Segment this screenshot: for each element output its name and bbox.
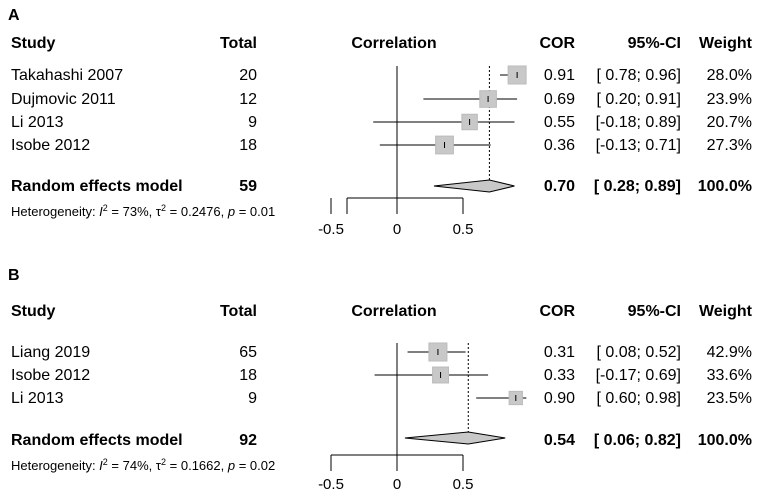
study-ci: [ 0.78; 0.96] xyxy=(596,67,681,84)
pooled-cor: 0.70 xyxy=(544,178,575,195)
x-tick-label: -0.5 xyxy=(318,476,344,493)
study-name: Dujmovic 2011 xyxy=(11,91,116,108)
study-weight: 23.5% xyxy=(707,390,752,407)
study-name: Takahashi 2007 xyxy=(11,67,123,84)
heterogeneity-text: Heterogeneity: I2 = 74%, τ2 = 0.1662, p … xyxy=(11,457,275,473)
study-weight: 28.0% xyxy=(707,67,752,84)
header-ci: 95%-CI xyxy=(628,303,681,320)
x-tick-label: 0.5 xyxy=(453,221,474,238)
header-weight: Weight xyxy=(699,35,753,52)
study-weight: 33.6% xyxy=(707,367,752,384)
study-total: 18 xyxy=(239,367,257,384)
header-ci: 95%-CI xyxy=(628,35,681,52)
x-tick-label: -0.5 xyxy=(318,221,344,238)
heterogeneity-text: Heterogeneity: I2 = 73%, τ2 = 0.2476, p … xyxy=(11,203,275,219)
study-cor: 0.31 xyxy=(544,344,575,361)
study-total: 9 xyxy=(248,114,257,131)
study-cor: 0.90 xyxy=(544,390,575,407)
study-cor: 0.33 xyxy=(544,367,575,384)
forest-panel-a: A Study Total Correlation COR 95%-CI Weight Tak… xyxy=(8,7,753,238)
header-total: Total xyxy=(220,35,257,52)
study-name: Li 2013 xyxy=(11,390,64,407)
pooled-weight: 100.0% xyxy=(698,432,752,449)
header-study: Study xyxy=(11,35,56,52)
study-ci: [-0.18; 0.89] xyxy=(596,114,681,131)
header-correlation: Correlation xyxy=(351,303,436,320)
header-cor: COR xyxy=(539,35,575,52)
study-ci: [ 0.60; 0.98] xyxy=(596,390,681,407)
study-ci: [ 0.20; 0.91] xyxy=(596,91,681,108)
pooled-cor: 0.54 xyxy=(544,432,575,449)
pooled-model-name: Random effects model xyxy=(11,432,183,449)
pooled-model-name: Random effects model xyxy=(11,178,183,195)
study-ci: [-0.13; 0.71] xyxy=(596,137,681,154)
study-weight: 27.3% xyxy=(707,137,752,154)
study-cor: 0.69 xyxy=(544,91,575,108)
study-total: 9 xyxy=(248,390,257,407)
study-name: Isobe 2012 xyxy=(11,367,90,384)
pooled-diamond xyxy=(433,179,515,193)
pooled-total: 59 xyxy=(239,178,257,195)
header-cor: COR xyxy=(539,303,575,320)
study-total: 65 xyxy=(239,344,257,361)
x-tick-label: 0 xyxy=(393,221,401,238)
study-cor: 0.55 xyxy=(544,114,575,131)
pooled-weight: 100.0% xyxy=(698,178,752,195)
forest-panel-b: B Study Total Correlation COR 95%-CI Weight Lia… xyxy=(8,267,753,493)
header-correlation: Correlation xyxy=(351,35,436,52)
study-total: 20 xyxy=(239,67,257,84)
pooled-diamond xyxy=(404,431,506,445)
study-cor: 0.36 xyxy=(544,137,575,154)
study-total: 12 xyxy=(239,91,257,108)
header-study: Study xyxy=(11,303,56,320)
x-tick-label: 0 xyxy=(393,476,401,493)
study-weight: 42.9% xyxy=(707,344,752,361)
x-tick-label: 0.5 xyxy=(453,476,474,493)
study-ci: [ 0.08; 0.52] xyxy=(596,344,681,361)
study-weight: 23.9% xyxy=(707,91,752,108)
study-name: Liang 2019 xyxy=(11,344,90,361)
study-total: 18 xyxy=(239,137,257,154)
study-ci: [-0.17; 0.69] xyxy=(596,367,681,384)
study-cor: 0.91 xyxy=(544,67,575,84)
header-total: Total xyxy=(220,303,257,320)
study-name: Isobe 2012 xyxy=(11,137,90,154)
study-name: Li 2013 xyxy=(11,114,64,131)
header-weight: Weight xyxy=(699,303,753,320)
panel-label: A xyxy=(8,7,20,24)
pooled-total: 92 xyxy=(239,432,257,449)
pooled-ci: [ 0.28; 0.89] xyxy=(594,178,681,195)
pooled-ci: [ 0.06; 0.82] xyxy=(594,432,681,449)
study-weight: 20.7% xyxy=(707,114,752,131)
panel-label: B xyxy=(8,267,20,284)
